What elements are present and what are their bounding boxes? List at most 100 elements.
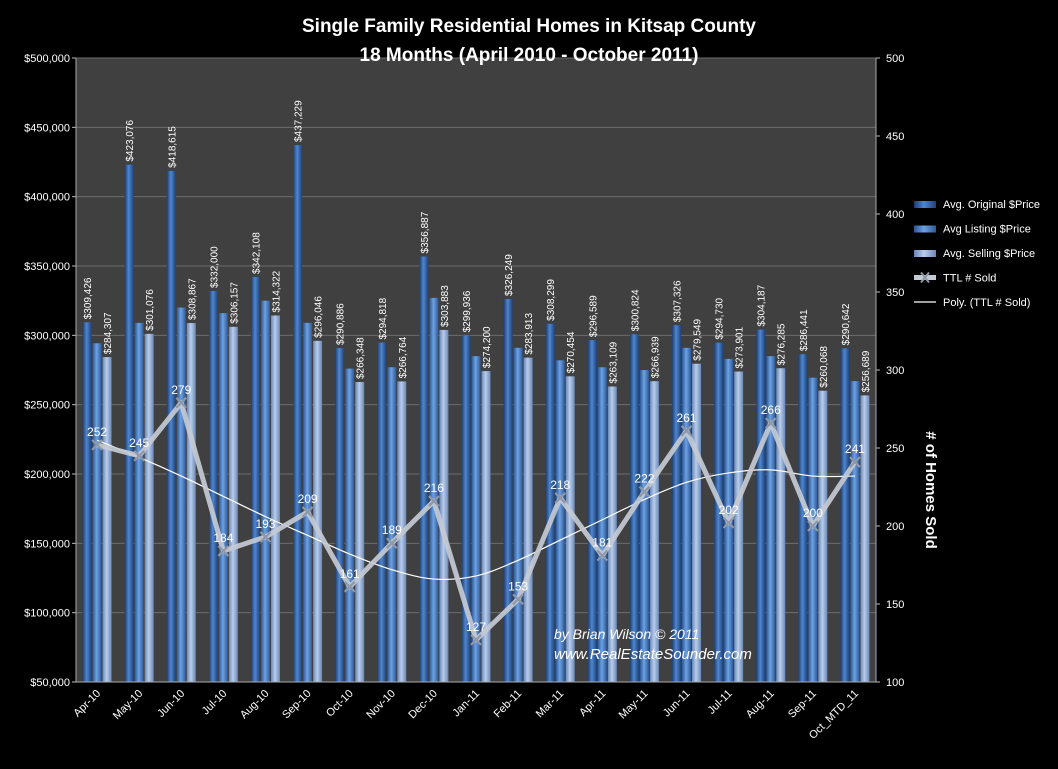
- bar-avg-selling-price: [565, 376, 575, 682]
- x-tick-label: Jul-11: [706, 688, 735, 717]
- bar-avg-listing-price: [766, 356, 776, 682]
- bar-avg-selling-price: [228, 326, 238, 682]
- legend-label: Avg. Original $Price: [943, 199, 1040, 211]
- bar-avg-listing-price: [808, 377, 818, 682]
- bar-avg-original-price: [461, 335, 471, 682]
- bar-avg-selling-price: [270, 315, 280, 682]
- bar-data-label: $423,076: [125, 120, 136, 162]
- bar-data-label: $296,046: [314, 296, 325, 338]
- x-tick-label: Apr-11: [577, 688, 608, 719]
- bar-data-label: $308,299: [546, 279, 557, 321]
- bar-avg-listing-price: [597, 367, 607, 682]
- line-data-label: 216: [424, 481, 444, 495]
- bar-avg-original-price: [208, 290, 218, 682]
- bar-avg-original-price: [293, 145, 303, 682]
- line-data-label: 279: [171, 383, 191, 397]
- bar-data-label: $332,000: [209, 246, 220, 288]
- legend-marker-x: [920, 271, 930, 284]
- y-tick-label: $350,000: [24, 261, 70, 273]
- line-marker-x: [638, 485, 651, 498]
- x-tick-label: Apr-10: [71, 688, 103, 720]
- y2-tick-label: 300: [886, 365, 904, 377]
- bar-avg-original-price: [503, 298, 513, 682]
- line-data-label: 222: [634, 472, 654, 486]
- bar-avg-listing-price: [303, 322, 313, 682]
- bar-data-label: $266,939: [650, 336, 661, 378]
- line-marker-x: [849, 456, 861, 468]
- line-marker-x: [512, 593, 524, 606]
- y-tick-label: $250,000: [24, 400, 70, 412]
- bar-avg-selling-price: [818, 390, 828, 682]
- line-marker-x: [133, 450, 145, 462]
- chart-subtitle: 18 Months (April 2010 - October 2011): [360, 45, 699, 66]
- bar-avg-listing-price: [134, 322, 144, 682]
- bar-avg-listing-price: [471, 356, 481, 682]
- line-marker-x: [91, 439, 103, 451]
- x-tick-label: Oct-10: [324, 688, 356, 720]
- line-marker-x: [386, 537, 398, 549]
- line-data-label: 245: [129, 436, 149, 450]
- bar-avg-original-price: [250, 276, 260, 682]
- bar-data-label: $304,187: [757, 284, 768, 326]
- bar-avg-selling-price: [313, 340, 323, 682]
- line-data-label: 252: [87, 425, 107, 439]
- x-tick-label: Feb-11: [492, 688, 525, 721]
- bar-avg-selling-price: [481, 371, 491, 682]
- bar-avg-listing-price: [260, 300, 270, 682]
- line-data-label: 127: [466, 620, 486, 634]
- bar-avg-selling-price: [860, 395, 870, 682]
- line-data-label: 218: [550, 478, 570, 492]
- bar-avg-selling-price: [776, 368, 786, 682]
- bar-data-label: $276,285: [777, 323, 788, 365]
- bar-avg-listing-price: [345, 368, 355, 682]
- legend-item-avg-listing-price: Avg Listing $Price: [914, 224, 1031, 236]
- bar-data-label: $314,322: [271, 270, 282, 312]
- bar-data-label: $266,764: [398, 336, 409, 378]
- x-tick-label: Jun-11: [661, 688, 693, 720]
- bar-avg-original-price: [377, 342, 387, 682]
- bar-data-label: $294,730: [715, 297, 726, 339]
- x-tick-label: Aug-10: [238, 688, 272, 722]
- y2-tick-label: 350: [886, 287, 904, 299]
- bar-avg-listing-price: [429, 297, 439, 682]
- bar-data-label: $308,867: [187, 278, 198, 320]
- line-data-label: 209: [298, 492, 318, 506]
- bar-avg-selling-price: [649, 381, 659, 682]
- x-tick-label: Sep-11: [786, 688, 819, 721]
- bar-data-label: $437,229: [294, 100, 305, 142]
- watermark-website: www.RealEstateSounder.com: [554, 646, 752, 663]
- bar-avg-original-price: [714, 342, 724, 682]
- y-tick-label: $150,000: [24, 538, 70, 550]
- y2-tick-label: 400: [886, 209, 904, 221]
- bar-data-label: $260,068: [819, 346, 830, 388]
- bar-data-label: $286,441: [799, 309, 810, 351]
- x-tick-label: May-10: [111, 688, 145, 722]
- bar-data-label: $300,824: [630, 289, 641, 331]
- bar-data-label: $279,549: [693, 319, 704, 361]
- bar-data-label: $299,936: [462, 290, 473, 332]
- bar-avg-listing-price: [682, 347, 692, 682]
- line-marker-x: [343, 581, 356, 593]
- line-data-label: 153: [508, 579, 528, 593]
- line-marker-x: [596, 549, 609, 562]
- bar-data-label: $290,642: [841, 303, 852, 345]
- legend-label: Poly. (TTL # Sold): [943, 297, 1030, 309]
- legend-item-ttl-sold: TTL # Sold: [914, 271, 996, 285]
- bar-avg-listing-price: [176, 307, 186, 682]
- legend-swatch: [914, 250, 936, 257]
- line-marker-x: [217, 545, 230, 557]
- x-tick-label: Nov-10: [364, 688, 398, 722]
- y2-tick-label: 250: [886, 443, 904, 455]
- bar-data-label: $266,348: [356, 337, 367, 379]
- bar-avg-selling-price: [102, 357, 112, 682]
- bar-data-label: $301,076: [145, 289, 156, 331]
- line-marker-x: [680, 425, 693, 437]
- line-marker-x: [470, 634, 482, 646]
- legend-swatch: [914, 225, 936, 233]
- legend-item-avg-original-price: Avg. Original $Price: [914, 199, 1040, 211]
- bar-avg-original-price: [419, 256, 429, 682]
- watermark-author: by Brian Wilson © 2011: [554, 626, 699, 642]
- bar-avg-selling-price: [355, 381, 365, 682]
- bar-avg-original-price: [798, 354, 808, 682]
